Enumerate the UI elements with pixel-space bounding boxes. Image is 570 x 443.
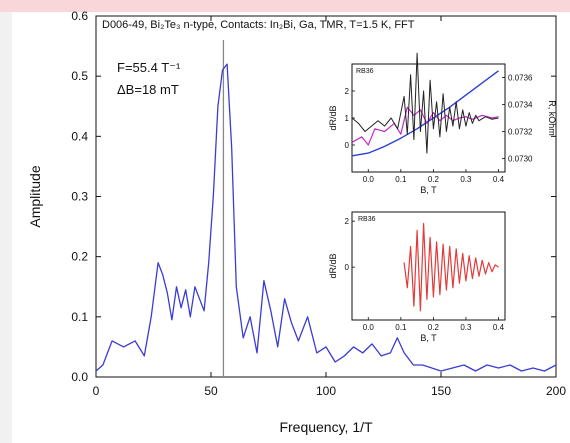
inset1-y-axis-label: dR/dB <box>328 105 338 130</box>
inset2-x-tick-label: 0.4 <box>493 323 505 332</box>
y-tick-label: 0.1 <box>71 310 88 324</box>
inset1-y-right-axis-label: R, kOhm <box>547 100 557 136</box>
inset2-label: RB36 <box>358 216 376 223</box>
inset1-y-right-tick-label: 0.0734 <box>508 101 533 110</box>
inset1-derivative-curve <box>351 52 499 154</box>
inset1-x-tick-label: 0.2 <box>428 175 440 184</box>
inset1-x-tick-label: 0.4 <box>493 175 505 184</box>
inset2-x-tick-label: 0.2 <box>428 323 440 332</box>
y-tick-label: 0.0 <box>71 370 88 384</box>
y-tick-label: 0.2 <box>71 250 88 264</box>
inset2-x-axis-label: B, T <box>420 333 437 343</box>
inset1-y-tick-label: 0 <box>345 141 350 150</box>
inset2-y-tick-label: 0 <box>345 263 350 272</box>
annotation-frequency: F=55.4 T⁻¹ <box>117 60 181 75</box>
chart-title: D006-49, Bi₂Te₃ n-type, Contacts: In₂Bi,… <box>102 19 415 31</box>
annotation-delta-b: ΔB=18 mT <box>117 82 179 97</box>
left-strip <box>0 12 12 443</box>
fft-curve <box>95 63 557 372</box>
inset1-x-tick-label: 0.3 <box>460 175 472 184</box>
inset1-y-right-tick-label: 0.0730 <box>508 155 533 164</box>
x-tick-label: 50 <box>204 384 218 398</box>
inset1-x-tick-label: 0.0 <box>363 175 375 184</box>
inset1-y-tick-label: 2 <box>345 87 350 96</box>
inset2-x-tick-label: 0.1 <box>395 323 407 332</box>
x-tick-label: 0 <box>93 384 100 398</box>
inset1-smoothed-curve <box>351 106 499 146</box>
inset2-y-axis-label: dR/dB <box>328 253 338 278</box>
inset2-x-tick-label: 0.3 <box>460 323 472 332</box>
inset1-y-right-tick-label: 0.0732 <box>508 128 533 137</box>
x-axis-label: Frequency, 1/T <box>279 419 373 435</box>
inset1-y-right-tick-label: 0.0736 <box>508 74 533 83</box>
inset2-x-tick-label: 0.0 <box>363 323 375 332</box>
y-tick-label: 0.5 <box>71 69 88 83</box>
y-tick-label: 0.4 <box>71 129 88 143</box>
y-axis-label: Amplitude <box>27 165 43 227</box>
x-tick-label: 200 <box>546 384 566 398</box>
x-tick-label: 100 <box>316 384 336 398</box>
y-tick-label: 0.6 <box>71 9 88 23</box>
inset2-y-tick-label: 2 <box>345 217 350 226</box>
inset1-x-axis-label: B, T <box>420 185 437 195</box>
top-band <box>0 0 570 12</box>
x-tick-label: 150 <box>431 384 451 398</box>
inset2-filtered-curve <box>403 222 499 312</box>
inset1-x-tick-label: 0.1 <box>395 175 407 184</box>
inset1-y-tick-label: 1 <box>345 114 350 123</box>
inset1-label: RB36 <box>356 68 374 75</box>
y-tick-label: 0.3 <box>71 190 88 204</box>
